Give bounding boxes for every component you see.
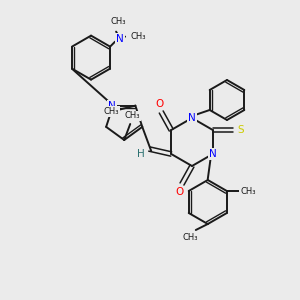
Text: CH₃: CH₃ — [124, 112, 140, 121]
Text: H: H — [137, 149, 145, 159]
Text: N: N — [116, 34, 124, 44]
Text: N: N — [188, 113, 196, 123]
Text: N: N — [209, 149, 217, 159]
Text: O: O — [176, 187, 184, 197]
Text: CH₃: CH₃ — [110, 17, 126, 26]
Text: CH₃: CH₃ — [182, 232, 197, 242]
Text: N: N — [108, 100, 116, 111]
Text: O: O — [155, 99, 163, 109]
Text: S: S — [238, 125, 244, 135]
Text: CH₃: CH₃ — [130, 32, 146, 41]
Text: CH₃: CH₃ — [240, 187, 256, 196]
Text: CH₃: CH₃ — [103, 107, 119, 116]
